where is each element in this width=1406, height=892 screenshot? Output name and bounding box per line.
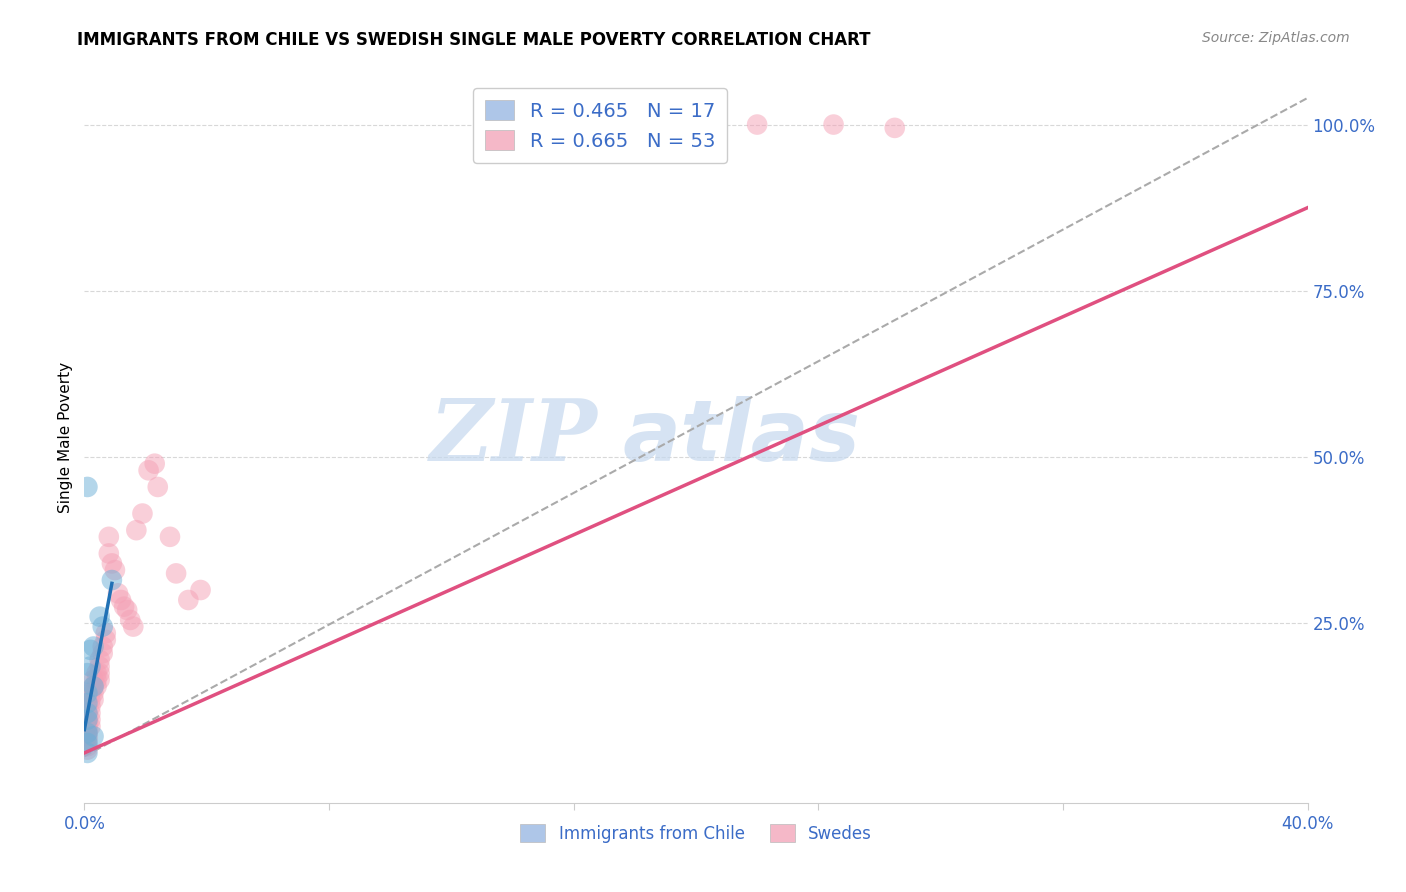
Point <box>159 530 181 544</box>
Point <box>89 666 111 681</box>
Point <box>79 659 101 673</box>
Point <box>79 692 101 706</box>
Point <box>747 118 769 132</box>
Point <box>190 582 212 597</box>
Point <box>107 586 129 600</box>
Text: atlas: atlas <box>623 395 860 479</box>
Point <box>76 480 98 494</box>
Point <box>76 713 98 727</box>
Point <box>143 457 166 471</box>
Text: ZIP: ZIP <box>430 395 598 479</box>
Point <box>89 659 111 673</box>
Point <box>83 680 105 694</box>
Point <box>823 118 845 132</box>
Point <box>94 626 117 640</box>
Point <box>76 739 98 754</box>
Point <box>83 640 105 654</box>
Point <box>122 619 145 633</box>
Point <box>76 706 98 720</box>
Point <box>76 736 98 750</box>
Point <box>76 726 98 740</box>
Point <box>76 666 98 681</box>
Point <box>76 686 98 700</box>
Point <box>125 523 148 537</box>
Point <box>120 613 142 627</box>
Point <box>76 719 98 733</box>
Text: Source: ZipAtlas.com: Source: ZipAtlas.com <box>1202 31 1350 45</box>
Point <box>110 593 132 607</box>
Y-axis label: Single Male Poverty: Single Male Poverty <box>58 361 73 513</box>
Point <box>76 742 98 756</box>
Point <box>165 566 187 581</box>
Point <box>79 719 101 733</box>
Point <box>76 706 98 720</box>
Point <box>97 546 120 560</box>
Point <box>83 680 105 694</box>
Point <box>76 732 98 747</box>
Point <box>76 723 98 737</box>
Point <box>76 729 98 743</box>
Point <box>86 666 108 681</box>
Point <box>89 653 111 667</box>
Point <box>76 713 98 727</box>
Point <box>79 706 101 720</box>
Text: IMMIGRANTS FROM CHILE VS SWEDISH SINGLE MALE POVERTY CORRELATION CHART: IMMIGRANTS FROM CHILE VS SWEDISH SINGLE … <box>77 31 870 49</box>
Point <box>89 673 111 687</box>
Point <box>115 603 138 617</box>
Point <box>76 726 98 740</box>
Point <box>91 646 114 660</box>
Point <box>94 632 117 647</box>
Point <box>76 746 98 760</box>
Point <box>79 686 101 700</box>
Point <box>83 686 105 700</box>
Point <box>83 692 105 706</box>
Point <box>86 680 108 694</box>
Point <box>91 619 114 633</box>
Point <box>104 563 127 577</box>
Point <box>79 713 101 727</box>
Point <box>83 729 105 743</box>
Point <box>883 120 905 135</box>
Point <box>97 530 120 544</box>
Point <box>79 643 101 657</box>
Legend: Immigrants from Chile, Swedes: Immigrants from Chile, Swedes <box>513 818 879 849</box>
Point <box>146 480 169 494</box>
Point <box>177 593 200 607</box>
Point <box>138 463 160 477</box>
Point <box>91 640 114 654</box>
Point <box>101 557 124 571</box>
Point <box>79 699 101 714</box>
Point <box>76 696 98 710</box>
Point <box>89 609 111 624</box>
Point <box>131 507 153 521</box>
Point <box>83 673 105 687</box>
Point <box>76 716 98 731</box>
Point <box>101 573 124 587</box>
Point <box>112 599 135 614</box>
Point <box>86 673 108 687</box>
